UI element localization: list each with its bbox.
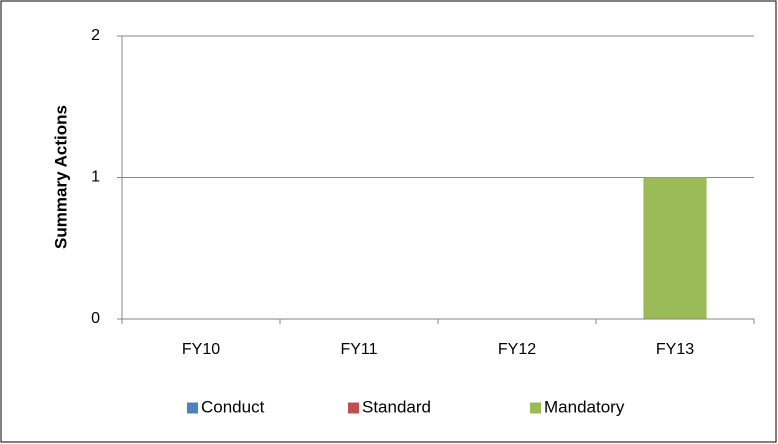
legend-label: Conduct: [201, 397, 265, 416]
legend-swatch: [187, 402, 198, 414]
legend-swatch: [348, 402, 359, 414]
x-tick-label: FY11: [340, 341, 377, 358]
legend-swatch: [530, 402, 541, 414]
x-tick-label: FY10: [182, 341, 220, 358]
legend-label: Mandatory: [544, 397, 625, 416]
y-tick-label: 2: [91, 27, 100, 44]
x-tick-label: FY12: [498, 341, 536, 358]
legend-label: Standard: [362, 397, 431, 416]
x-tick-label: FY13: [656, 341, 694, 358]
bar: [643, 177, 707, 319]
y-axis-label: Summary Actions: [51, 105, 70, 249]
y-tick-label: 1: [91, 169, 100, 186]
y-tick-label: 0: [91, 310, 100, 327]
